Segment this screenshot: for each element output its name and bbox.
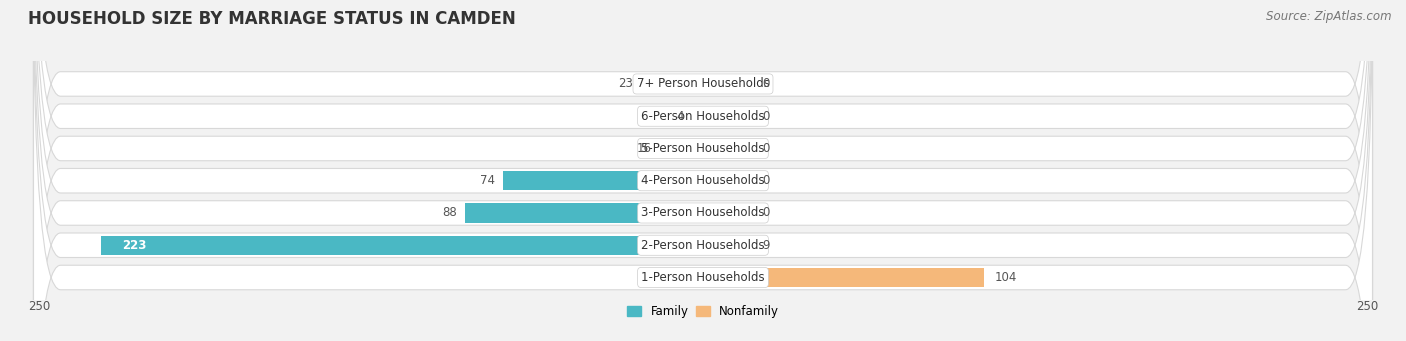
Bar xyxy=(703,236,752,255)
Legend: Family, Nonfamily: Family, Nonfamily xyxy=(621,300,785,323)
Bar xyxy=(703,268,984,287)
Bar xyxy=(703,139,752,158)
Text: 6-Person Households: 6-Person Households xyxy=(641,110,765,123)
Text: 104: 104 xyxy=(994,271,1017,284)
Text: 0: 0 xyxy=(762,207,769,220)
Text: 9: 9 xyxy=(762,239,770,252)
Text: 2-Person Households: 2-Person Households xyxy=(641,239,765,252)
Bar xyxy=(503,171,703,190)
Text: Source: ZipAtlas.com: Source: ZipAtlas.com xyxy=(1267,10,1392,23)
Text: 74: 74 xyxy=(479,174,495,187)
Text: 23: 23 xyxy=(619,77,633,90)
FancyBboxPatch shape xyxy=(34,0,1372,341)
Bar xyxy=(703,171,752,190)
Text: 88: 88 xyxy=(443,207,457,220)
FancyBboxPatch shape xyxy=(34,0,1372,341)
Text: 0: 0 xyxy=(762,77,769,90)
Bar xyxy=(465,203,703,223)
Text: 1-Person Households: 1-Person Households xyxy=(641,271,765,284)
FancyBboxPatch shape xyxy=(34,0,1372,341)
Bar xyxy=(659,139,703,158)
FancyBboxPatch shape xyxy=(34,0,1372,341)
Text: 3-Person Households: 3-Person Households xyxy=(641,207,765,220)
Text: 0: 0 xyxy=(762,174,769,187)
Text: 7+ Person Households: 7+ Person Households xyxy=(637,77,769,90)
Text: 4-Person Households: 4-Person Households xyxy=(641,174,765,187)
Bar xyxy=(703,236,727,255)
FancyBboxPatch shape xyxy=(34,0,1372,341)
FancyBboxPatch shape xyxy=(34,0,1372,341)
Text: 223: 223 xyxy=(122,239,148,252)
Text: HOUSEHOLD SIZE BY MARRIAGE STATUS IN CAMDEN: HOUSEHOLD SIZE BY MARRIAGE STATUS IN CAM… xyxy=(28,10,516,28)
FancyBboxPatch shape xyxy=(34,0,1372,341)
Text: 5-Person Households: 5-Person Households xyxy=(641,142,765,155)
Bar xyxy=(703,268,752,287)
Bar xyxy=(703,203,752,223)
Text: 4: 4 xyxy=(676,110,685,123)
Text: 250: 250 xyxy=(28,300,51,313)
Text: 0: 0 xyxy=(762,110,769,123)
Text: 16: 16 xyxy=(637,142,652,155)
Text: 250: 250 xyxy=(1355,300,1378,313)
Bar xyxy=(641,74,703,94)
Bar xyxy=(703,106,752,126)
Text: 0: 0 xyxy=(762,142,769,155)
Bar xyxy=(101,236,703,255)
Bar xyxy=(692,106,703,126)
Bar xyxy=(703,74,752,94)
